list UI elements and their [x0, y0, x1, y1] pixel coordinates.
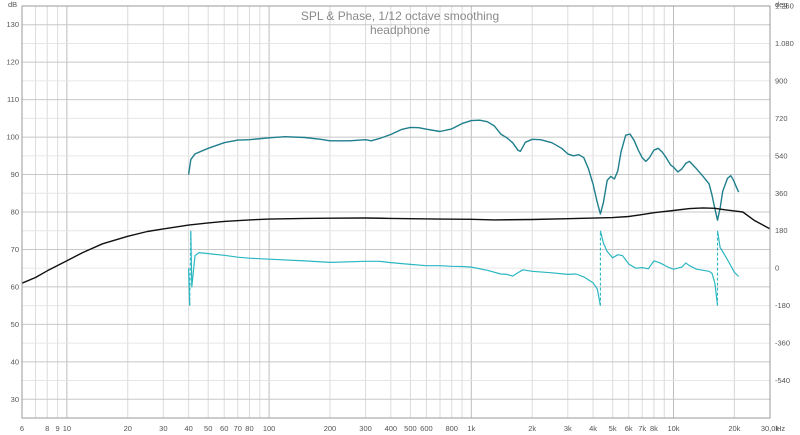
plot-frame: [21, 5, 771, 419]
x-tick-label: 4k: [589, 424, 597, 433]
phase-wrap-connector: [189, 230, 192, 306]
x-tick-label: 20k: [728, 424, 740, 433]
y-right-tick-label: 900: [775, 76, 788, 85]
x-tick-label: 3k: [564, 424, 572, 433]
x-unit: Hz: [776, 424, 785, 433]
y-left-unit: dB: [8, 0, 17, 9]
series-line-3: [188, 230, 740, 306]
tick-labels: 30405060708090100110120130-540-360-18001…: [6, 2, 793, 434]
x-tick-label: 5k: [609, 424, 617, 433]
x-tick-label: 50: [204, 424, 212, 433]
x-tick-label: 9: [56, 424, 60, 433]
chart-subtitle: headphone: [370, 23, 430, 37]
y-left-tick-label: 100: [6, 133, 19, 142]
series-group: [21, 119, 771, 306]
y-right-tick-label: 720: [775, 114, 788, 123]
series-line-2: [21, 207, 771, 284]
x-tick-label: 70: [234, 424, 242, 433]
x-tick-label: 200: [324, 424, 337, 433]
x-tick-label: 60: [220, 424, 228, 433]
y-right-tick-label: 1.080: [775, 39, 794, 48]
y-left-tick-label: 50: [11, 320, 19, 329]
x-tick-label: 30: [159, 424, 167, 433]
x-tick-label: 10: [63, 424, 71, 433]
y-left-tick-label: 130: [6, 20, 19, 29]
y-right-unit: deg: [775, 0, 788, 9]
y-right-tick-label: -180: [775, 301, 790, 310]
x-tick-label: 40: [184, 424, 192, 433]
x-tick-label: 80: [245, 424, 253, 433]
y-left-tick-label: 40: [11, 357, 19, 366]
x-tick-label: 600: [420, 424, 433, 433]
y-left-tick-label: 120: [6, 58, 19, 67]
x-tick-label: 2k: [528, 424, 536, 433]
y-right-tick-label: 360: [775, 189, 788, 198]
y-left-tick-label: 70: [11, 245, 19, 254]
y-left-tick-label: 80: [11, 208, 19, 217]
y-left-tick-label: 30: [11, 395, 19, 404]
x-tick-label: 500: [404, 424, 417, 433]
y-right-tick-label: 1.260: [775, 2, 794, 11]
x-tick-label: 7k: [638, 424, 646, 433]
y-right-tick-label: 0: [775, 264, 779, 273]
chart-title: SPL & Phase, 1/12 octave smoothing: [301, 9, 499, 23]
y-right-tick-label: -360: [775, 339, 790, 348]
y-right-tick-label: 180: [775, 226, 788, 235]
x-tick-label: 1k: [467, 424, 475, 433]
x-tick-label: 800: [445, 424, 458, 433]
y-left-tick-label: 90: [11, 170, 19, 179]
series-line-1: [187, 119, 740, 221]
grid: [21, 6, 771, 418]
x-tick-label: 6: [20, 424, 24, 433]
y-right-tick-label: 540: [775, 151, 788, 160]
x-tick-label: 6k: [625, 424, 633, 433]
x-tick-label: 400: [385, 424, 398, 433]
y-left-tick-label: 60: [11, 282, 19, 291]
x-tick-label: 8: [45, 424, 49, 433]
y-left-tick-label: 110: [7, 95, 19, 104]
x-tick-label: 10k: [667, 424, 679, 433]
x-tick-label: 8k: [650, 424, 658, 433]
x-tick-label: 20: [124, 424, 132, 433]
x-tick-label: 30,0k: [761, 424, 780, 433]
x-tick-label: 300: [359, 424, 372, 433]
y-right-tick-label: -540: [775, 376, 790, 385]
x-tick-label: 100: [263, 424, 276, 433]
